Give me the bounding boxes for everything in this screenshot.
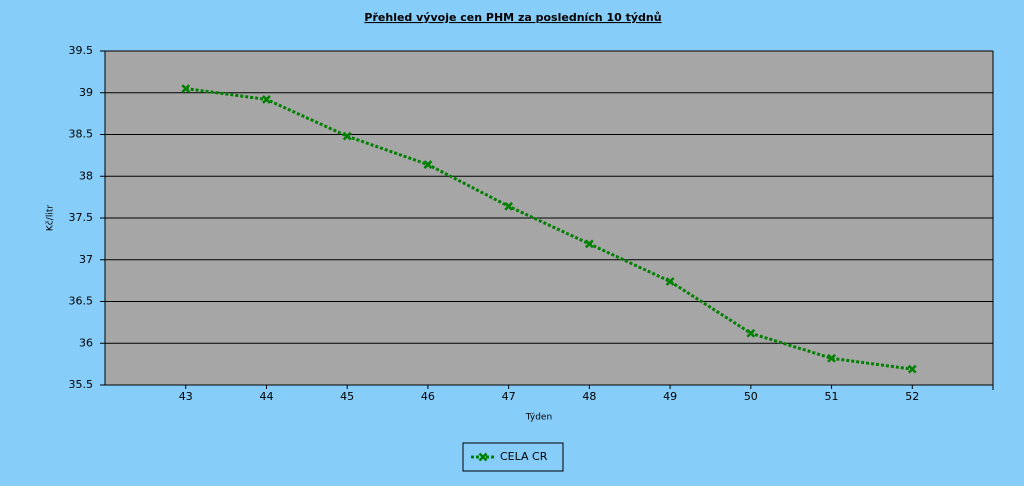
x-tick-label: 43 <box>179 390 193 403</box>
series-line <box>185 87 913 371</box>
data-point <box>907 364 917 374</box>
chart-title: Přehled vývoje cen PHM za posledních 10 … <box>364 11 661 24</box>
data-point <box>181 84 191 93</box>
data-point <box>746 328 756 338</box>
data-point <box>423 160 433 169</box>
legend-marker <box>478 452 488 462</box>
y-tick-label: 39.5 <box>69 44 94 57</box>
x-tick-label: 51 <box>825 390 839 403</box>
data-point <box>262 95 271 104</box>
x-axis-label: Týden <box>525 413 552 423</box>
x-tick-label: 49 <box>663 390 677 403</box>
x-tick-label: 47 <box>502 390 516 403</box>
data-point <box>665 277 675 286</box>
y-tick-label: 37 <box>79 253 93 266</box>
y-tick-label: 39 <box>79 86 93 99</box>
x-tick-label: 44 <box>259 390 273 403</box>
x-tick-label: 45 <box>340 390 354 403</box>
x-tick-label: 52 <box>905 390 919 403</box>
x-tick-label: 50 <box>744 390 758 403</box>
y-tick-label: 38 <box>79 169 93 182</box>
legend-label: CELA CR <box>500 450 548 463</box>
y-tick-label: 38.5 <box>69 128 94 141</box>
x-tick-label: 46 <box>421 390 435 403</box>
legend-box <box>462 442 564 472</box>
data-point <box>342 131 352 141</box>
x-tick-label: 48 <box>582 390 596 403</box>
y-tick-label: 36.5 <box>69 295 94 308</box>
data-point <box>827 353 836 363</box>
y-tick-label: 35.5 <box>69 378 94 391</box>
y-tick-label: 36 <box>79 336 93 349</box>
y-axis-label: Kč/litr <box>45 205 56 231</box>
y-tick-label: 37.5 <box>69 211 94 224</box>
data-point <box>584 239 594 249</box>
data-point <box>504 201 514 211</box>
